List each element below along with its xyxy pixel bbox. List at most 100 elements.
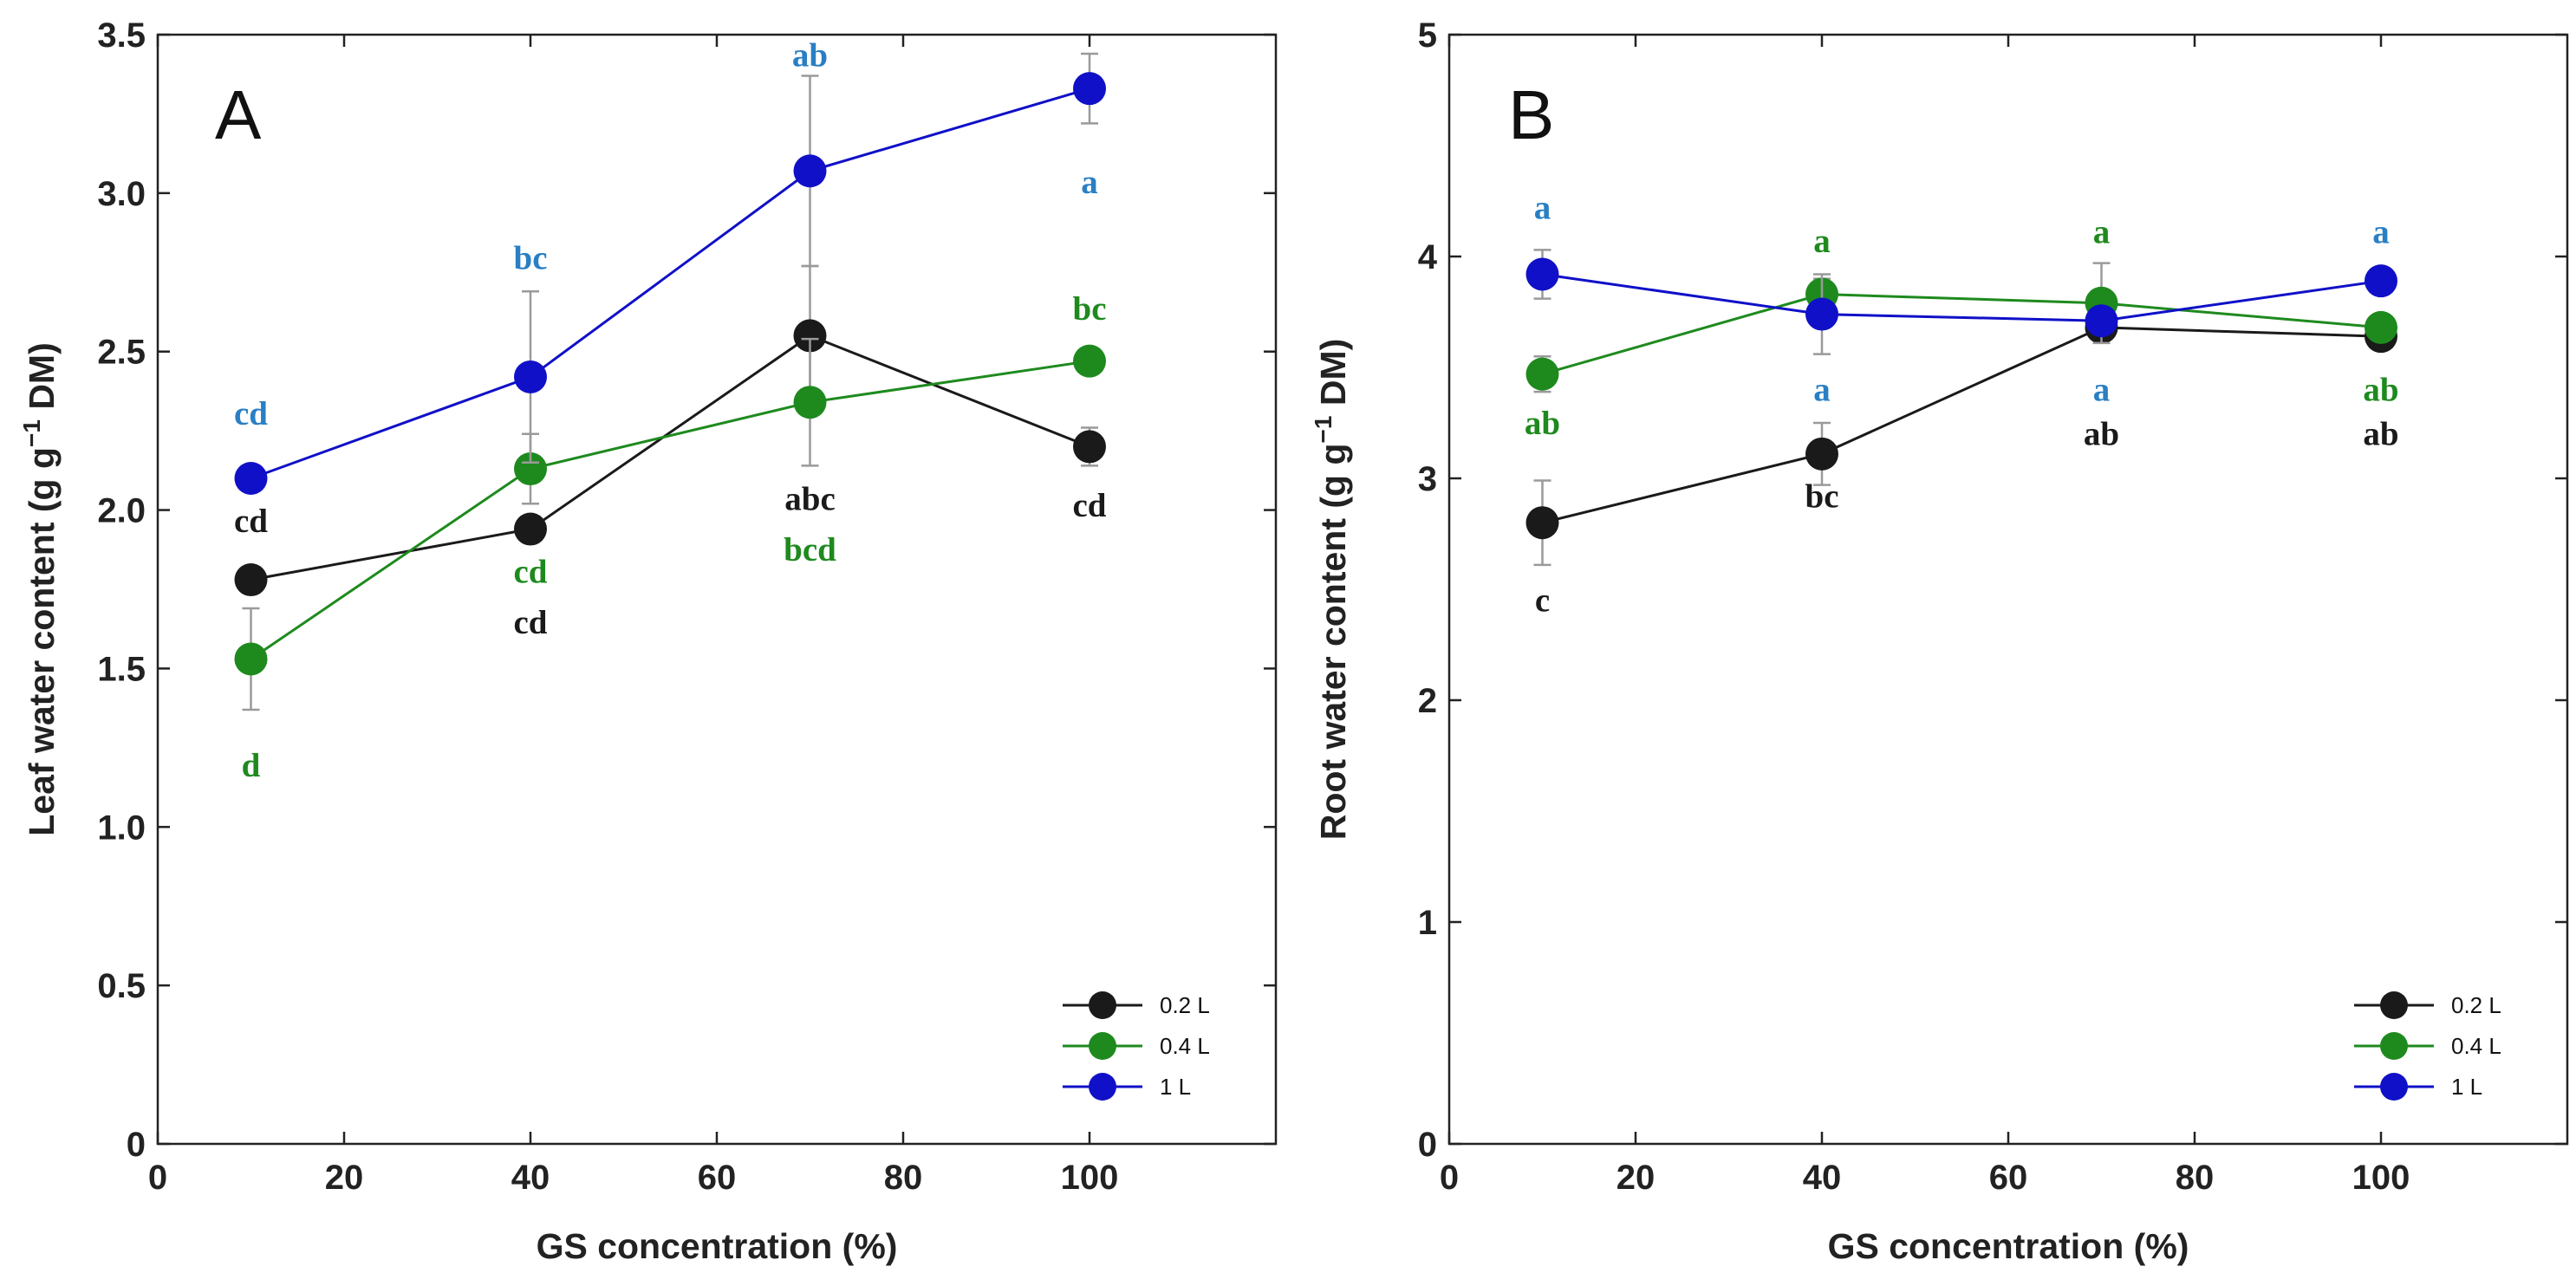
legend-label-2: 1 L [2451, 1074, 2482, 1100]
legend-marker-2 [2380, 1073, 2408, 1101]
x-tick-label: 100 [2352, 1159, 2410, 1197]
axis-ticks: 0 20 40 60 80 100 0 0.5 1.0 1.5 2.0 2.5 3.0 3.5 [97, 16, 1276, 1197]
legend-label-0: 0.2 L [1160, 992, 1210, 1018]
data-point [234, 642, 268, 676]
x-tick-label: 20 [1617, 1159, 1656, 1197]
significance-label: c [1535, 582, 1550, 620]
panel-letter: A [215, 76, 262, 153]
y-axis-label: Leaf water content (g g−1 DM) [18, 342, 62, 836]
series-layer [234, 52, 1106, 711]
data-point [1073, 72, 1106, 106]
significance-label: d [242, 747, 261, 784]
data-point [514, 512, 547, 546]
significance-label: bc [1805, 477, 1839, 515]
data-point [2365, 310, 2397, 344]
y-axis-label-main: Root water content (g g [1313, 443, 1353, 840]
legend-marker-0 [1089, 991, 1116, 1019]
significance-label: a [1813, 371, 1831, 408]
significance-label: cd [514, 554, 548, 591]
y-axis-label-exponent: −1 [1310, 416, 1337, 444]
legend-marker-1 [1089, 1032, 1116, 1060]
y-tick-label: 3.5 [97, 16, 146, 55]
y-axis-label: Root water content (g g−1 DM) [1310, 339, 1353, 841]
significance-label: cd [514, 604, 548, 641]
data-point [793, 154, 827, 188]
y-tick-label: 1.0 [97, 809, 146, 847]
significance-label: ab [2084, 416, 2119, 453]
y-tick-label: 2.5 [97, 334, 146, 372]
x-tick-label: 80 [884, 1159, 923, 1197]
y-tick-label: 4 [1418, 238, 1438, 276]
y-axis-label-exponent: −1 [18, 419, 45, 447]
significance-label: ab [1525, 405, 1560, 442]
x-tick-label: 40 [1803, 1159, 1842, 1197]
significance-label: cd [234, 395, 268, 432]
significance-label: abc [784, 481, 836, 518]
x-tick-label: 40 [511, 1159, 550, 1197]
significance-label: a [2093, 371, 2111, 408]
data-point [1073, 344, 1106, 378]
y-tick-label: 2 [1418, 682, 1437, 720]
series-line [1542, 273, 2382, 322]
significance-label: a [1534, 189, 1551, 226]
data-point [514, 360, 547, 393]
series-layer [1525, 249, 2397, 567]
legend-label-1: 0.4 L [1160, 1033, 1210, 1059]
x-axis-label: GS concentration (%) [537, 1226, 898, 1266]
data-point [1525, 257, 1559, 291]
x-axis-label: GS concentration (%) [1828, 1226, 2189, 1266]
x-tick-label: 0 [1440, 1159, 1459, 1197]
x-tick-label: 60 [1989, 1159, 2028, 1197]
significance-label: bc [514, 240, 548, 277]
series-line [250, 360, 1090, 660]
series-line [250, 334, 1090, 581]
data-point [1525, 357, 1559, 391]
panel-letter: B [1508, 76, 1554, 153]
significance-label: cd [1073, 487, 1107, 524]
y-tick-label: 0 [127, 1126, 146, 1164]
series-1L [234, 52, 1106, 495]
series-0-2L [234, 264, 1106, 597]
significance-label: ab [792, 37, 828, 75]
legend-label-0: 0.2 L [2451, 992, 2501, 1018]
significance-label: bc [1073, 290, 1107, 328]
significance-label: a [1081, 164, 1098, 201]
legend-label-2: 1 L [1160, 1074, 1191, 1100]
data-point [2365, 264, 2397, 298]
y-tick-label: 1.5 [97, 650, 146, 688]
legend-marker-0 [2380, 991, 2408, 1019]
axis-ticks: 0 20 40 60 80 100 0 1 2 3 4 5 [1418, 16, 2567, 1197]
panel-a: A 0 20 40 60 80 100 0 0.5 1.0 1.5 2.0 2.5 3.0 3.5 cd c… [18, 16, 1278, 1266]
significance-label: a [2372, 214, 2390, 251]
significance-label: ab [2363, 416, 2398, 453]
significance-label: bcd [784, 531, 836, 568]
significance-label: a [1813, 223, 1831, 260]
legend: 0.2 L 0.4 L 1 L [2354, 991, 2501, 1101]
y-tick-label: 3 [1418, 460, 1437, 498]
series-1L [1525, 249, 2397, 355]
significance-label: a [2093, 214, 2111, 251]
y-tick-label: 5 [1418, 16, 1437, 55]
legend: 0.2 L 0.4 L 1 L [1063, 991, 1210, 1101]
data-point [1805, 297, 1838, 331]
series-line [1542, 292, 2382, 376]
y-tick-label: 0.5 [97, 967, 146, 1005]
x-tick-label: 0 [148, 1159, 167, 1197]
y-axis-label-main: Leaf water content (g g [22, 447, 62, 836]
data-point [514, 452, 547, 486]
series-0-4L [234, 337, 1106, 711]
x-tick-label: 20 [325, 1159, 364, 1197]
series-line [1542, 326, 2382, 524]
legend-marker-2 [1089, 1073, 1116, 1101]
y-tick-label: 2.0 [97, 492, 146, 530]
y-axis-label-end: DM) [1313, 339, 1353, 416]
data-point [1073, 430, 1106, 464]
y-axis-label-end: DM) [22, 342, 62, 419]
x-tick-label: 100 [1061, 1159, 1119, 1197]
data-point [1525, 506, 1559, 540]
data-point [234, 563, 268, 597]
